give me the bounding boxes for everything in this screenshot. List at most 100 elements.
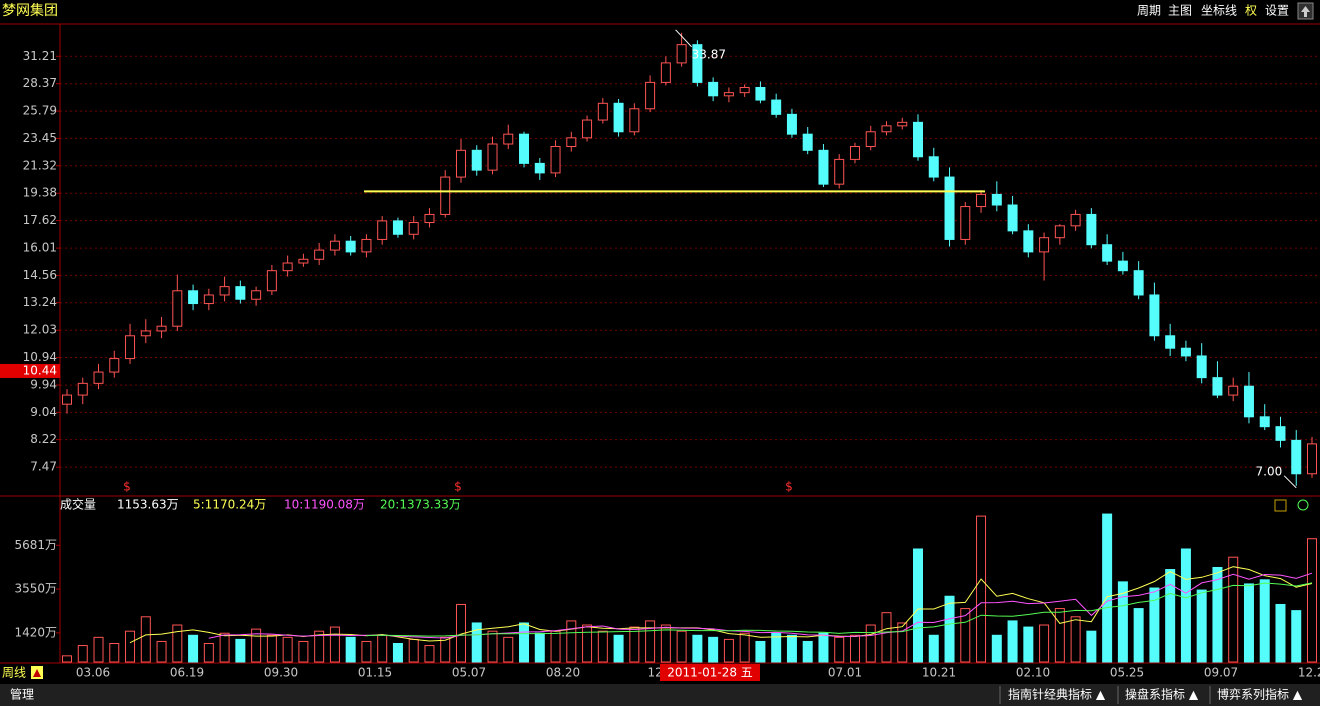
x-tick-label: 09.07 — [1204, 666, 1238, 680]
volume-bar — [440, 636, 451, 663]
volume-bar — [329, 626, 340, 663]
volume-bar — [1180, 548, 1191, 663]
candle-body — [723, 92, 734, 97]
candle-body — [455, 149, 466, 178]
candle-body — [1259, 416, 1270, 428]
volume-bar — [408, 638, 419, 663]
volume-bar — [834, 636, 845, 663]
volume-bar — [550, 630, 561, 663]
volume-bar — [298, 640, 309, 663]
candle-body — [550, 146, 561, 174]
volume-bar — [345, 636, 356, 663]
volume-bar — [976, 515, 987, 663]
manage-button[interactable]: 管理 — [10, 687, 34, 702]
volume-bar — [645, 620, 656, 663]
volume-bar — [487, 630, 498, 663]
volume-bar — [519, 622, 530, 663]
candle-body — [1007, 204, 1018, 232]
volume-bar — [219, 632, 230, 663]
menu-item[interactable]: 坐标线 — [1201, 4, 1237, 18]
volume-bar — [1165, 569, 1176, 663]
volume-bar — [1259, 579, 1270, 663]
volume-bar — [534, 632, 545, 663]
indicator-tab[interactable]: 博弈系列指标 ▲ — [1217, 687, 1303, 702]
candle-body — [361, 238, 372, 253]
volume-bar — [566, 620, 577, 663]
candle-body — [1212, 377, 1223, 396]
high-pointer — [675, 29, 692, 48]
candle-body — [1275, 426, 1286, 441]
volume-title: 成交量 — [60, 497, 96, 512]
candle-body — [534, 162, 545, 174]
indicator-tab[interactable]: 操盘系指标 ▲ — [1125, 687, 1199, 702]
y-tick-label: 28.37 — [23, 76, 57, 90]
candle-body — [1086, 213, 1097, 246]
volume-bar — [1133, 608, 1144, 663]
candle-body — [566, 137, 577, 148]
volume-bar — [582, 624, 593, 663]
menu-item[interactable]: 主图 — [1168, 4, 1192, 18]
candle-body — [345, 240, 356, 253]
zoom-icon[interactable] — [1297, 499, 1309, 511]
candle-body — [503, 133, 514, 145]
volume-bar — [377, 634, 388, 663]
volume-bar — [1070, 616, 1081, 663]
period-label[interactable]: 周线 — [2, 666, 26, 680]
candle-body — [960, 206, 971, 240]
volume-bar — [62, 655, 72, 663]
candle-body — [266, 270, 277, 292]
volume-bar — [786, 634, 797, 663]
volume-bar — [503, 636, 514, 663]
candle-body — [1228, 385, 1239, 396]
candle-body — [597, 102, 608, 121]
candle-body — [140, 330, 151, 337]
candle-body — [1180, 347, 1191, 357]
indicator-tab[interactable]: 指南针经典指标 ▲ — [1008, 687, 1106, 702]
candle-body — [1243, 385, 1254, 418]
candle-body — [203, 294, 214, 305]
menu-item[interactable]: 设置 — [1265, 4, 1289, 18]
candle-body — [771, 99, 782, 115]
volume-bar — [1275, 603, 1286, 663]
candle-body — [1023, 230, 1034, 253]
candle-body — [1307, 443, 1317, 475]
candle-body — [1054, 225, 1065, 239]
panel-icon[interactable] — [1274, 499, 1287, 512]
candle-body — [392, 220, 403, 235]
candle-body — [818, 149, 829, 185]
candle-body — [676, 44, 687, 64]
volume-bar — [125, 630, 136, 663]
volume-bar — [1086, 630, 1097, 663]
y-tick-label: 7.47 — [30, 460, 57, 474]
menu-item[interactable]: 周期 — [1137, 4, 1161, 18]
cursor-price-box — [0, 363, 60, 378]
volume-bar — [613, 634, 624, 663]
x-tick-label: 06.19 — [170, 666, 204, 680]
volume-bar — [251, 628, 262, 663]
candle-body — [1133, 270, 1144, 296]
stock-title: 梦网集团 — [2, 2, 58, 19]
low-pointer — [1283, 475, 1297, 489]
volume-bar — [424, 645, 435, 663]
volume-bar — [1291, 610, 1302, 663]
volume-bar — [1102, 513, 1113, 663]
y-tick-label: 14.56 — [23, 268, 57, 282]
candle-body — [991, 193, 1002, 206]
candle-body — [1070, 213, 1081, 227]
menu-item[interactable]: 权 — [1245, 4, 1257, 18]
candle-body — [739, 86, 750, 94]
volume-bar — [188, 634, 199, 663]
volume-bar — [660, 624, 671, 663]
event-marker: $ — [123, 480, 131, 494]
event-marker: $ — [785, 480, 793, 494]
y-tick-label: 21.32 — [23, 158, 57, 172]
volume-bar — [928, 634, 939, 663]
x-tick-label: 05.25 — [1110, 666, 1144, 680]
candle-body — [1165, 335, 1176, 349]
candle-body — [881, 125, 892, 133]
volume-bar — [1196, 589, 1207, 663]
ma-line — [129, 566, 1313, 644]
candle-body — [928, 156, 939, 178]
volume-bar — [818, 632, 829, 663]
